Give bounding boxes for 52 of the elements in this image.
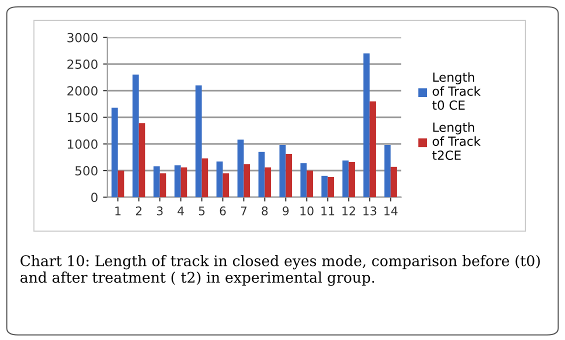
bar [118, 170, 124, 198]
x-tick-label: 7 [240, 206, 247, 216]
bar [370, 101, 376, 198]
bar [180, 167, 188, 198]
y-tick-label: 1000 [68, 139, 98, 149]
x-tick-label: 12 [342, 206, 356, 216]
x-tick-label: 8 [262, 206, 268, 216]
bar [258, 152, 265, 198]
bar [216, 162, 223, 198]
bar [363, 53, 370, 198]
legend-label: Length of Track t0 CE [432, 72, 481, 110]
bar [132, 74, 139, 198]
bar [264, 167, 272, 198]
bar [342, 160, 349, 198]
x-tick-label: 6 [220, 206, 226, 216]
y-tick-label: 2000 [67, 86, 98, 96]
bar [138, 123, 146, 198]
x-tick-label: 4 [178, 206, 184, 216]
y-tick-label: 500 [75, 166, 98, 176]
bar [328, 176, 334, 198]
bar [384, 145, 391, 198]
y-tick-label: 0 [91, 192, 98, 202]
bar [348, 162, 355, 198]
y-tick-label: 3000 [67, 32, 98, 42]
y-tick-label: 1500 [68, 112, 98, 122]
legend-label: Length of Track t2CE [432, 122, 481, 160]
bar [306, 170, 314, 198]
bar [321, 176, 328, 198]
bar [112, 108, 118, 198]
bar [195, 85, 202, 198]
bar [174, 165, 181, 198]
bar [279, 145, 286, 198]
bar [154, 166, 160, 198]
x-tick-label: 14 [384, 206, 398, 216]
x-tick-label: 2 [136, 206, 142, 216]
x-tick-label: 10 [300, 206, 314, 216]
x-tick-label: 9 [282, 206, 289, 216]
x-tick-label: 3 [156, 206, 163, 216]
bar [160, 173, 166, 198]
y-tick-label: 2500 [67, 60, 98, 69]
bar [244, 164, 250, 198]
caption: Chart 10: Length of track in closed eyes mode, comparison before (t0) and after treatment ( t2) in experimental group. [20, 255, 540, 286]
x-tick-label: 1 [115, 206, 121, 216]
bar [390, 166, 397, 198]
x-tick-label: 5 [198, 206, 205, 216]
x-tick-label: 11 [321, 206, 334, 216]
x-tick-label: 13 [363, 206, 376, 216]
bar [300, 163, 307, 198]
bar [202, 158, 208, 198]
bar [237, 140, 244, 198]
bar [222, 173, 230, 198]
bar [286, 154, 292, 198]
